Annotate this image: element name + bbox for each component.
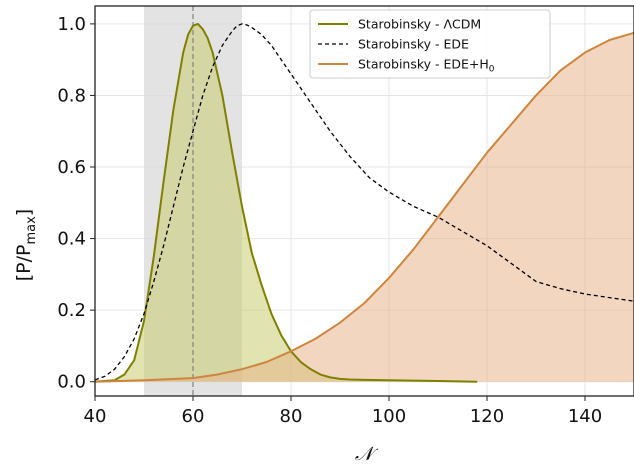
y-tick-label: 0.6: [57, 157, 86, 178]
y-tick-label: 0.4: [57, 229, 86, 250]
series-line-1: [95, 23, 634, 381]
y-axis-label-sub: max: [24, 216, 39, 245]
y-axis-label-main: [P/P: [13, 245, 35, 282]
series-line-2: [95, 31, 634, 383]
legend-label-0: Starobinsky - ΛCDM: [358, 17, 481, 32]
series-line-0: [95, 22, 478, 383]
series-fill-0: [95, 23, 478, 382]
x-tick-label: 120: [470, 406, 504, 427]
axes-frame: [94, 5, 634, 397]
x-tick-label: 140: [568, 406, 602, 427]
x-tick-label: 40: [84, 406, 107, 427]
axes-layer: 40 60 80 100 120 140 0.0 0.2 0.4 0.6 0.8 1.0: [57, 5, 634, 427]
plot-area: [95, 6, 634, 396]
legend: Starobinsky - ΛCDM Starobinsky - EDE Staro…: [309, 9, 551, 79]
x-tick-label: 80: [280, 406, 303, 427]
legend-box: [309, 9, 551, 79]
y-tick-label: 0.2: [57, 300, 86, 321]
x-tick-label: 60: [182, 406, 205, 427]
plot-content: [95, 6, 634, 396]
y-tick-label: 0.8: [57, 85, 86, 106]
legend-label-sub-2: 0: [489, 65, 495, 75]
y-axis-label-end: ]: [13, 209, 35, 216]
legend-label-2: Starobinsky - EDE+H0: [358, 57, 495, 75]
legend-label-1: Starobinsky - EDE: [358, 37, 469, 52]
x-axis-label: 𝒩: [355, 443, 379, 465]
y-tick-label: 1.0: [57, 14, 86, 35]
y-axis-label: [P/Pmax]: [13, 209, 39, 281]
series-fill-2: [95, 32, 634, 382]
y-tick-label: 0.0: [57, 372, 86, 393]
x-tick-label: 100: [372, 406, 406, 427]
